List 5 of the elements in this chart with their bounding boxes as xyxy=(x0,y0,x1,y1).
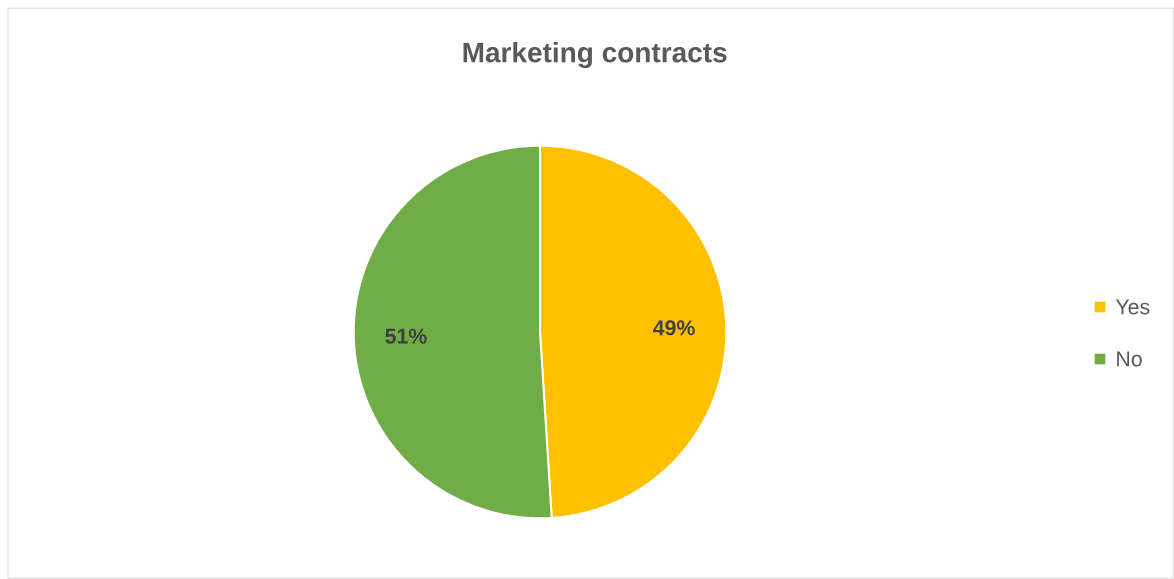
chart-title: Marketing contracts xyxy=(463,41,727,69)
legend-label: No xyxy=(1117,351,1142,367)
data-label: 51% xyxy=(385,328,427,344)
legend-label: Yes xyxy=(1115,299,1150,315)
data-label: 49% xyxy=(653,320,695,336)
